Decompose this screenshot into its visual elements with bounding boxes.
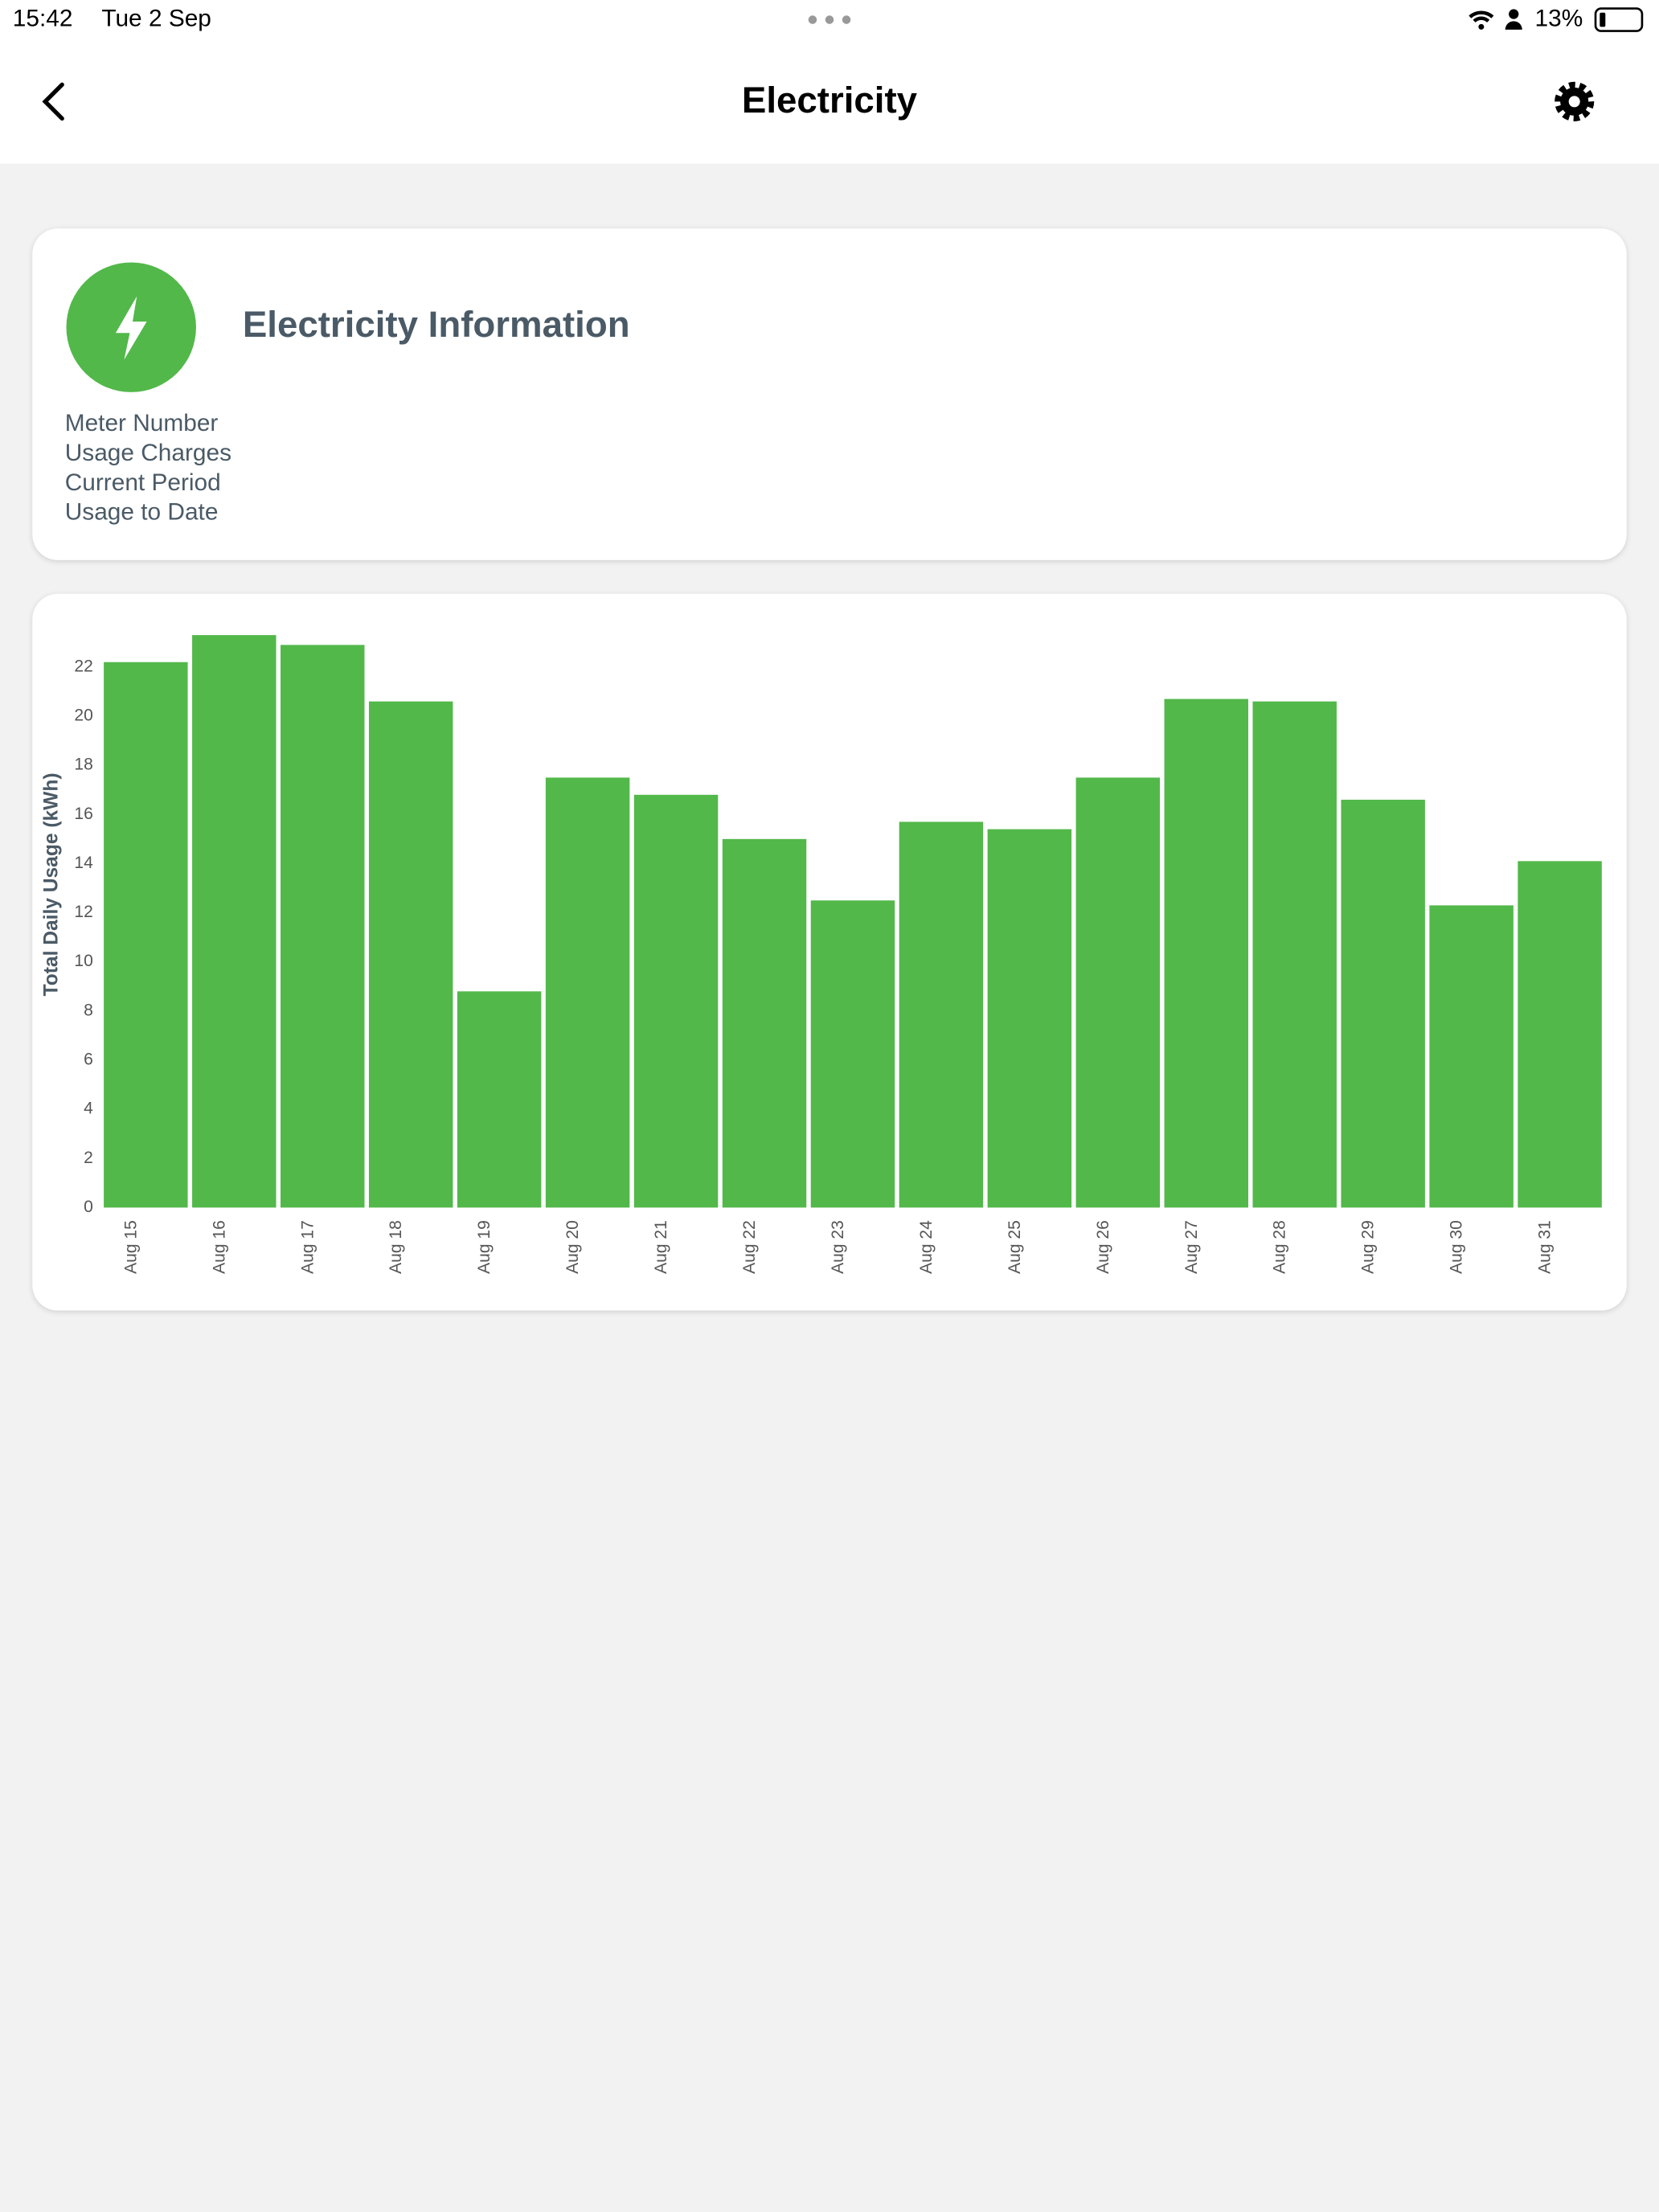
battery-level [1600, 12, 1606, 27]
x-tick-label: Aug 15 [121, 1220, 140, 1274]
y-tick-label: 20 [74, 707, 92, 725]
bar [104, 662, 188, 1208]
x-tick-label: Aug 21 [652, 1220, 670, 1274]
x-tick-label: Aug 22 [740, 1220, 759, 1274]
bar [899, 821, 984, 1208]
x-tick-label: Aug 27 [1182, 1220, 1201, 1274]
bar [368, 701, 453, 1208]
bar [633, 794, 719, 1208]
x-tick-label: Aug 17 [298, 1220, 317, 1274]
y-tick-label: 8 [84, 1001, 93, 1019]
wifi-icon [1469, 10, 1494, 23]
x-tick-label: Aug 28 [1271, 1220, 1289, 1274]
y-tick-label: 18 [74, 756, 92, 774]
y-tick-label: 6 [84, 1051, 93, 1069]
bar [457, 991, 542, 1208]
info-label: Meter Number [65, 410, 219, 436]
bar [722, 838, 807, 1208]
x-tick-label: Aug 20 [563, 1220, 582, 1274]
bar [810, 900, 895, 1208]
x-tick-label: Aug 25 [1006, 1220, 1024, 1274]
y-tick-label: 22 [74, 657, 92, 675]
y-axis-label: Total Daily Usage (kWh) [40, 772, 62, 996]
settings-button[interactable] [1555, 81, 1595, 121]
status-date: Tue 2 Sep [101, 5, 211, 31]
bar [1252, 701, 1337, 1208]
bar [1075, 777, 1161, 1208]
multitask-dots [808, 15, 851, 24]
bar [1341, 799, 1425, 1208]
status-time: 15:42 [13, 5, 73, 31]
y-tick-label: 4 [84, 1100, 93, 1118]
x-tick-label: Aug 16 [210, 1220, 228, 1274]
info-title: Electricity Information [243, 304, 630, 345]
bar [545, 777, 630, 1208]
y-tick-label: 16 [74, 805, 92, 823]
info-card [32, 228, 1627, 560]
y-tick-label: 0 [84, 1198, 93, 1216]
bar [1518, 861, 1602, 1208]
person-icon [1505, 9, 1522, 30]
x-tick-label: Aug 30 [1448, 1220, 1466, 1274]
x-tick-label: Aug 24 [917, 1220, 936, 1274]
info-label: Current Period [65, 469, 221, 496]
x-tick-label: Aug 23 [829, 1220, 847, 1274]
info-label: Usage to Date [65, 499, 219, 526]
y-tick-label: 10 [74, 952, 92, 970]
back-button[interactable] [42, 82, 64, 121]
x-tick-label: Aug 31 [1536, 1220, 1555, 1274]
bolt-icon [115, 296, 147, 360]
bar [1164, 698, 1248, 1208]
info-label: Usage Charges [65, 440, 231, 466]
battery-percent: 13% [1535, 5, 1583, 31]
bar [281, 645, 365, 1208]
x-tick-label: Aug 19 [475, 1220, 494, 1274]
y-tick-label: 14 [74, 854, 93, 872]
y-tick-label: 12 [74, 903, 92, 921]
header-title: Electricity [742, 80, 918, 121]
y-tick-label: 2 [84, 1149, 93, 1167]
bar [987, 829, 1072, 1208]
x-tick-label: Aug 29 [1359, 1220, 1378, 1274]
battery-icon [1594, 7, 1644, 32]
bar [1429, 905, 1514, 1208]
top-bar [0, 0, 1659, 164]
wifi-dot [1478, 23, 1485, 30]
x-tick-label: Aug 18 [387, 1220, 405, 1274]
x-tick-label: Aug 26 [1094, 1220, 1112, 1274]
bar [192, 635, 276, 1208]
